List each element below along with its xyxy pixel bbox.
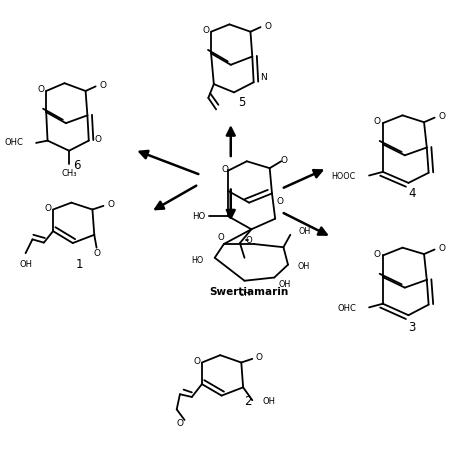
Text: HOOC: HOOC — [331, 172, 356, 181]
Text: O: O — [44, 204, 51, 213]
Text: OH: OH — [263, 397, 275, 405]
Text: OH: OH — [279, 280, 291, 289]
Text: HO: HO — [191, 256, 203, 265]
Text: 5: 5 — [238, 96, 246, 109]
Text: HO: HO — [192, 212, 206, 221]
Text: OH: OH — [238, 289, 251, 298]
Text: O: O — [281, 156, 288, 165]
Text: O: O — [93, 249, 100, 258]
Text: OHC: OHC — [337, 304, 356, 313]
Text: O: O — [37, 85, 45, 94]
Text: 3: 3 — [408, 321, 415, 334]
Text: OH: OH — [20, 259, 33, 269]
Text: 4: 4 — [408, 187, 415, 200]
Text: O: O — [438, 112, 445, 121]
Text: N: N — [261, 73, 267, 82]
Text: O: O — [374, 250, 381, 259]
Text: O: O — [374, 117, 381, 126]
Text: O: O — [107, 200, 114, 209]
Text: O: O — [193, 357, 200, 365]
Text: 2: 2 — [244, 395, 252, 408]
Text: O: O — [176, 418, 183, 428]
Text: O: O — [438, 244, 445, 253]
Text: O: O — [264, 22, 271, 31]
Text: O: O — [100, 81, 106, 90]
Text: Swertiamarin: Swertiamarin — [210, 287, 289, 297]
Text: O: O — [202, 26, 209, 35]
Text: O: O — [276, 197, 283, 206]
Text: 1: 1 — [76, 258, 83, 271]
Text: O: O — [221, 165, 228, 174]
Text: OHC: OHC — [5, 139, 24, 147]
Text: 6: 6 — [73, 159, 81, 173]
Text: OH: OH — [297, 262, 310, 272]
Text: O: O — [217, 232, 224, 242]
Text: O: O — [246, 236, 253, 245]
Text: OH: OH — [299, 227, 311, 236]
Text: O: O — [256, 353, 263, 362]
Text: CH₃: CH₃ — [61, 169, 77, 178]
Text: O: O — [95, 135, 102, 144]
